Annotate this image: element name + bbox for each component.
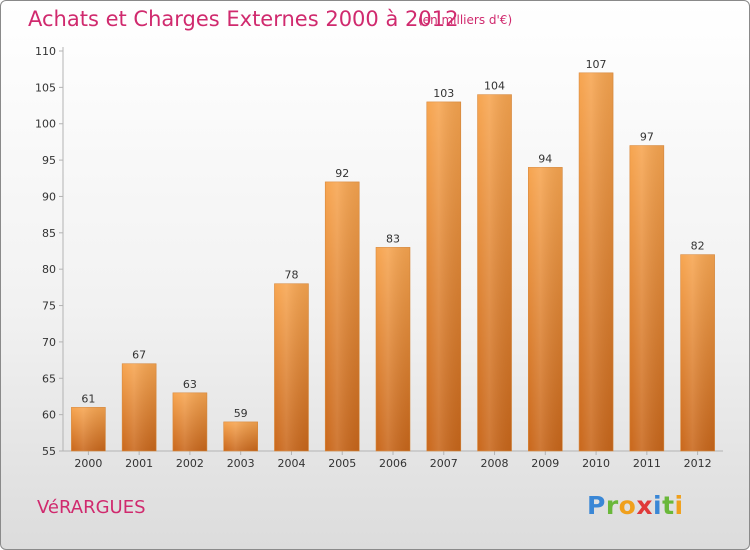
proxiti-logo: Proxiti [587,491,684,520]
data-label: 67 [132,349,146,362]
bar-shine [71,407,106,451]
bar-shine [528,167,563,451]
x-tick-label: 2007 [430,457,458,470]
data-label: 82 [691,240,705,253]
bar-shine [426,101,461,451]
x-tick-label: 2012 [684,457,712,470]
x-tick-label: 2002 [176,457,204,470]
data-label: 94 [538,152,552,165]
x-tick-label: 2001 [125,457,153,470]
bar-shine [629,145,664,451]
axes: 55 60 65 70 75 80 85 90 95 100 105 110 [35,45,723,458]
y-tick-label: 110 [35,45,56,58]
bar-shine [172,392,207,451]
logo-letter: r [605,491,619,520]
logo-letter: x [636,491,653,520]
y-tick-label: 70 [42,336,56,349]
data-label: 63 [183,378,197,391]
x-tick-label: 2006 [379,457,407,470]
x-tick-label: 2004 [277,457,305,470]
bar-shine [477,94,512,452]
x-tick-label: 2005 [328,457,356,470]
logo-letter: t [662,491,675,520]
x-tick-label: 2000 [74,457,102,470]
x-tick-label: 2008 [481,457,509,470]
bar-shine [376,247,410,451]
y-tick-label: 60 [42,409,56,422]
y-tick-label: 80 [42,263,56,276]
logo-letter: o [618,491,637,520]
data-label: 78 [284,269,298,282]
y-tick-label: 100 [35,118,56,131]
bars [71,72,715,452]
data-label: 61 [81,392,95,405]
chart-subtitle: (en milliers d'€) [418,13,513,27]
bar-shine [274,283,309,451]
y-tick-label: 75 [42,300,56,313]
logo-letter: i [653,491,663,520]
bar-shine [325,181,360,451]
bar-shine [223,421,258,451]
data-label: 83 [386,232,400,245]
data-label: 107 [586,58,607,71]
y-tick-label: 65 [42,372,56,385]
x-tick-label: 2010 [582,457,610,470]
y-tick-label: 105 [35,81,56,94]
y-tick-label: 90 [42,190,56,203]
data-label: 92 [335,167,349,180]
y-tick-label: 55 [42,445,56,458]
x-tick-label: 2009 [531,457,559,470]
logo-letter: i [674,491,684,520]
bar-shine [579,72,614,452]
x-tick-label: 2011 [633,457,661,470]
labels: 61 2000 67 2001 63 2002 59 2003 78 2004 92 2005 83 20… [74,58,711,470]
data-label: 97 [640,131,654,144]
data-label: 103 [433,87,454,100]
data-label: 59 [234,407,248,420]
bar-shine [122,363,157,451]
bar-shine [680,254,715,451]
x-tick-label: 2003 [227,457,255,470]
logo-letter: P [587,491,606,520]
data-label: 104 [484,80,505,93]
y-tick-label: 85 [42,227,56,240]
chart-title: Achats et Charges Externes 2000 à 2012 [28,7,459,31]
commune-name: VéRARGUES [37,497,146,518]
y-tick-label: 95 [42,154,56,167]
